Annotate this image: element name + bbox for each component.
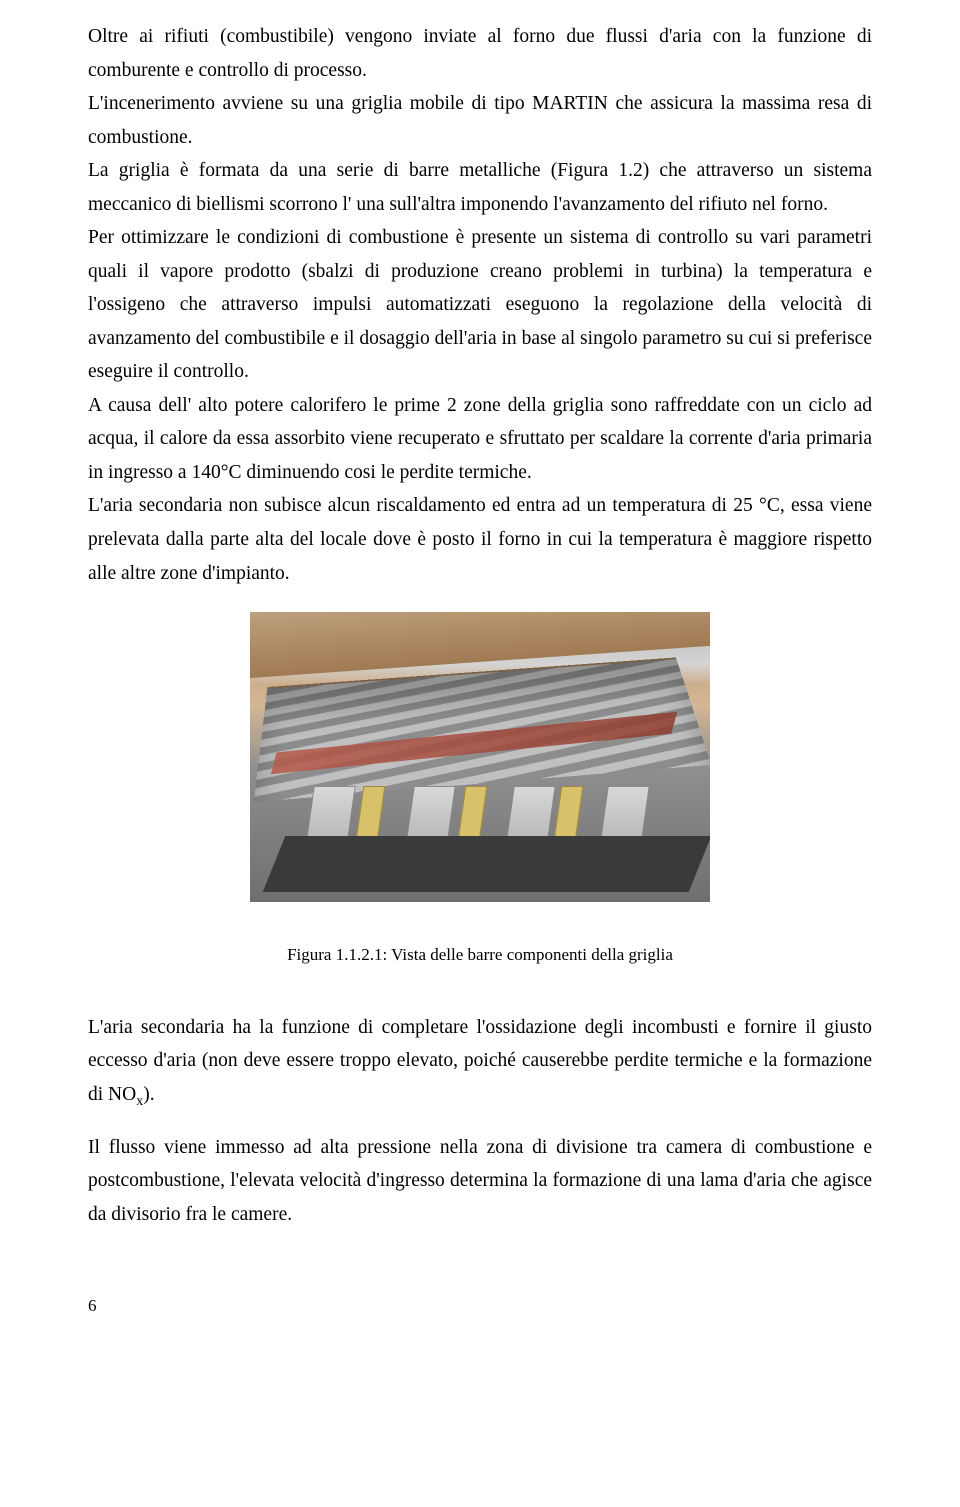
figure-container: Figura 1.1.2.1: Vista delle barre compon… — [88, 612, 872, 967]
figure-caption: Figura 1.1.2.1: Vista delle barre compon… — [88, 943, 872, 967]
figure-image — [250, 612, 710, 902]
paragraph-1: Oltre ai rifiuti (combustibile) vengono … — [88, 20, 872, 87]
paragraph-5: A causa dell' alto potere calorifero le … — [88, 389, 872, 490]
paragraph-2: L'incenerimento avviene su una griglia m… — [88, 87, 872, 154]
paragraph-4: Per ottimizzare le condizioni di combust… — [88, 221, 872, 389]
paragraph-7-main: L'aria secondaria ha la funzione di comp… — [88, 1017, 872, 1105]
document-page: Oltre ai rifiuti (combustibile) vengono … — [0, 0, 960, 1356]
paragraph-7: L'aria secondaria ha la funzione di comp… — [88, 1011, 872, 1113]
paragraph-3: La griglia è formata da una serie di bar… — [88, 154, 872, 221]
paragraph-7-tail: ). — [143, 1084, 154, 1105]
paragraph-6: L'aria secondaria non subisce alcun risc… — [88, 489, 872, 590]
paragraph-8: Il flusso viene immesso ad alta pression… — [88, 1131, 872, 1232]
page-number: 6 — [88, 1296, 872, 1316]
